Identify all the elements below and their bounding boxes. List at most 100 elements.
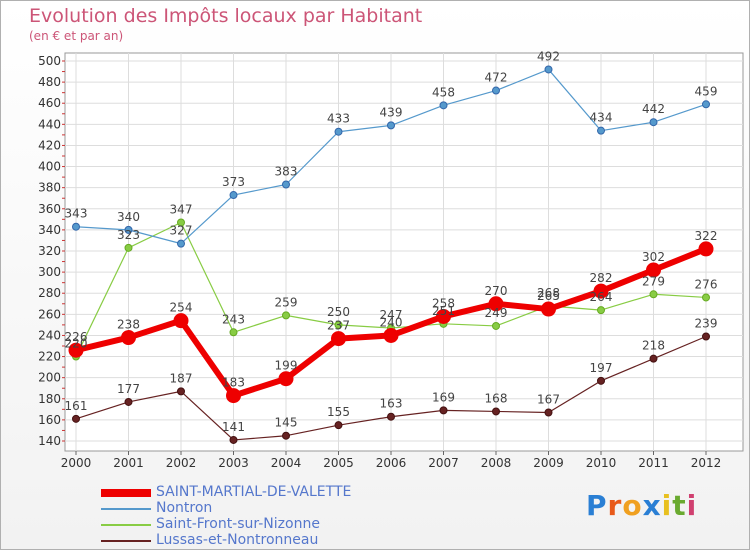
y-tick-label: 500 (38, 54, 61, 68)
y-tick-label: 160 (38, 413, 61, 427)
data-label: 276 (695, 277, 718, 291)
legend-label: Saint-Front-sur-Nizonne (156, 516, 320, 532)
data-point-2 (124, 243, 133, 252)
proxiti-logo: Proxiti (586, 489, 697, 522)
data-point-1 (72, 222, 80, 231)
data-label: 243 (222, 312, 245, 326)
data-point-0 (436, 308, 451, 324)
data-point-3 (124, 397, 133, 406)
data-label: 226 (65, 330, 88, 344)
data-label: 251 (432, 304, 455, 318)
data-label: 492 (537, 49, 560, 63)
data-point-1 (597, 126, 605, 135)
data-label: 220 (65, 337, 88, 351)
legend-swatch (101, 508, 151, 510)
data-label: 177 (117, 382, 140, 396)
data-point-1 (334, 127, 343, 136)
y-tick-label: 340 (38, 223, 61, 237)
data-label: 322 (695, 229, 718, 243)
x-tick-label: 2001 (113, 456, 144, 470)
data-point-2 (334, 320, 343, 329)
y-tick-label: 200 (38, 371, 61, 385)
x-tick-label: 2004 (271, 456, 302, 470)
data-label: 169 (432, 390, 455, 404)
legend-swatch (101, 489, 151, 497)
data-point-3 (702, 332, 710, 341)
data-label: 254 (170, 301, 193, 315)
data-point-2 (649, 290, 658, 299)
x-tick-label: 2006 (376, 456, 407, 470)
line-chart: 140 160 180 200 220 240 260 280 300 320 340 360 380 4… (38, 49, 744, 470)
legend-swatch (101, 524, 151, 526)
data-label: 197 (590, 361, 613, 375)
data-label: 250 (327, 305, 350, 319)
data-point-3 (72, 414, 80, 423)
data-point-0 (646, 262, 661, 278)
data-point-0 (173, 313, 189, 329)
data-point-1 (387, 121, 395, 130)
y-tick-label: 220 (38, 350, 61, 364)
data-label: 373 (222, 175, 245, 189)
data-label: 323 (117, 228, 140, 242)
logo-letter: x (642, 489, 662, 522)
data-point-3 (282, 431, 290, 440)
data-label: 383 (275, 165, 298, 179)
legend-label: Nontron (156, 500, 213, 516)
logo-letter: o (622, 489, 643, 522)
data-point-0 (698, 241, 714, 257)
data-point-1 (702, 100, 710, 109)
data-point-2 (492, 321, 500, 330)
y-tick-label: 280 (38, 286, 61, 300)
data-label: 168 (485, 391, 508, 405)
data-point-0 (593, 283, 609, 299)
data-point-3 (544, 408, 553, 417)
data-label: 247 (380, 308, 403, 322)
data-label: 163 (380, 397, 403, 411)
y-tick-label: 420 (38, 138, 61, 152)
legend-label: Lussas-et-Nontronneau (156, 532, 319, 548)
chart-title: Evolution des Impôts locaux par Habitant (29, 5, 423, 27)
data-label: 340 (117, 210, 140, 224)
data-point-3 (387, 412, 395, 421)
y-tick-label: 180 (38, 392, 61, 406)
data-point-1 (177, 239, 185, 248)
data-point-2 (282, 311, 290, 320)
legend-label: SAINT-MARTIAL-DE-VALETTE (156, 484, 352, 500)
data-label: 442 (642, 102, 665, 116)
y-tick-label: 440 (38, 117, 61, 131)
data-point-0 (121, 330, 136, 346)
data-point-0 (541, 301, 556, 317)
data-label: 259 (275, 295, 298, 309)
x-tick-label: 2005 (323, 456, 354, 470)
data-point-1 (124, 225, 133, 234)
logo-letter: t (672, 489, 687, 522)
data-label: 239 (695, 317, 718, 331)
data-label: 167 (537, 393, 560, 407)
data-point-3 (177, 387, 185, 396)
data-label: 282 (590, 271, 613, 285)
data-label: 439 (380, 105, 403, 119)
x-tick-label: 2000 (61, 456, 92, 470)
x-tick-label: 2008 (481, 456, 512, 470)
chart-subtitle: (en € et par an) (29, 29, 124, 43)
data-label: 145 (275, 416, 298, 430)
y-tick-label: 320 (38, 244, 61, 258)
data-label: 238 (117, 318, 140, 332)
data-point-1 (492, 86, 500, 95)
data-point-1 (649, 118, 658, 127)
data-label: 347 (170, 203, 193, 217)
x-tick-label: 2003 (218, 456, 249, 470)
y-tick-label: 300 (38, 265, 61, 279)
data-label: 237 (327, 319, 350, 333)
data-point-3 (439, 406, 448, 415)
data-label: 141 (222, 420, 245, 434)
x-tick-label: 2007 (428, 456, 459, 470)
data-label: 240 (380, 315, 403, 329)
data-label: 264 (590, 290, 613, 304)
x-tick-label: 2011 (638, 456, 669, 470)
y-tick-label: 400 (38, 160, 61, 174)
data-label: 218 (642, 339, 665, 353)
y-tick-label: 140 (38, 434, 61, 448)
data-label: 187 (170, 371, 193, 385)
